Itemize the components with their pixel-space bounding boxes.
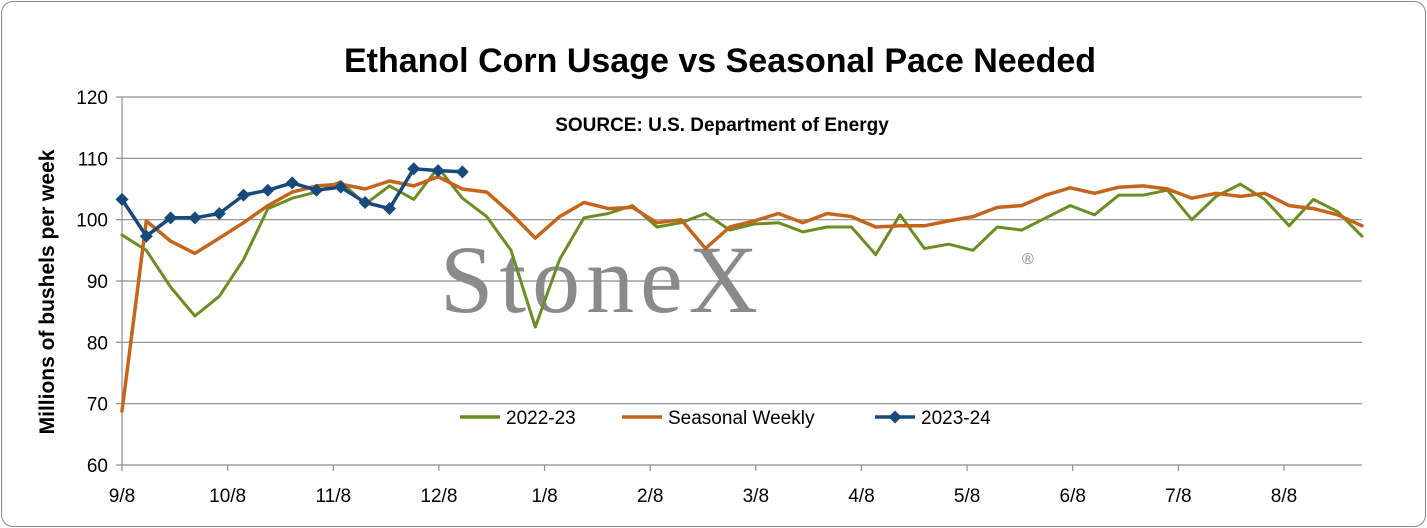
y-axis-title: Millions of bushels per week bbox=[36, 149, 59, 434]
watermark-registered-mark: ® bbox=[1022, 251, 1034, 268]
y-tick-label: 70 bbox=[87, 395, 108, 416]
data-point-2023-24 bbox=[310, 183, 324, 197]
y-tick-label: 100 bbox=[76, 211, 108, 232]
x-tick-label: 5/8 bbox=[954, 486, 980, 507]
data-point-2023-24 bbox=[455, 165, 469, 179]
data-point-2023-24 bbox=[212, 207, 226, 221]
series-layer bbox=[115, 162, 1364, 413]
legend-label-2022-23: 2022-23 bbox=[506, 408, 576, 429]
legend: 2022-23 Seasonal Weekly 2023-24 bbox=[460, 408, 991, 429]
x-tick-label: 12/8 bbox=[420, 486, 457, 507]
legend-label-seasonal-weekly: Seasonal Weekly bbox=[668, 408, 815, 429]
x-tick-label: 10/8 bbox=[209, 486, 246, 507]
y-tick-label: 110 bbox=[78, 149, 108, 170]
x-tick-label: 11/8 bbox=[315, 486, 351, 507]
data-point-2023-24 bbox=[382, 202, 396, 216]
legend-marker-2023-24 bbox=[888, 410, 902, 424]
y-tick-labels: 60 70 80 90 100 110 120 bbox=[76, 88, 108, 477]
series-line-seasonal-weekly bbox=[120, 174, 1364, 413]
data-point-2023-24 bbox=[431, 164, 445, 178]
data-point-2023-24 bbox=[261, 183, 275, 197]
data-point-2023-24 bbox=[164, 211, 178, 225]
legend-label-2023-24: 2023-24 bbox=[921, 408, 991, 429]
data-point-2023-24 bbox=[139, 229, 153, 243]
y-tick-label: 90 bbox=[87, 272, 108, 293]
chart-title: Ethanol Corn Usage vs Seasonal Pace Need… bbox=[344, 42, 1096, 80]
data-point-2023-24 bbox=[407, 162, 421, 176]
x-tick-label: 6/8 bbox=[1060, 486, 1086, 507]
y-tick-label: 120 bbox=[76, 88, 108, 109]
x-tick-label: 3/8 bbox=[743, 486, 769, 507]
x-tick-label: 4/8 bbox=[848, 486, 874, 507]
data-point-2023-24 bbox=[285, 176, 299, 190]
data-point-2023-24 bbox=[188, 211, 202, 225]
data-point-2023-24 bbox=[115, 192, 129, 206]
data-point-2023-24 bbox=[237, 188, 251, 202]
x-tick-label: 9/8 bbox=[109, 486, 135, 507]
series-line-2022-23 bbox=[120, 166, 1364, 329]
y-tick-label: 80 bbox=[87, 333, 108, 354]
x-tick-label: 8/8 bbox=[1271, 486, 1297, 507]
stonex-watermark: StoneX ® bbox=[440, 226, 1034, 333]
x-tick-label: 2/8 bbox=[637, 486, 663, 507]
x-tick-label: 1/8 bbox=[531, 486, 557, 507]
gridlines bbox=[122, 96, 1362, 405]
x-tick-labels: 9/8 10/8 11/8 12/8 1/8 2/8 3/8 4/8 5/8 6/8 7/8 8/8 bbox=[109, 486, 1297, 507]
data-point-2023-24 bbox=[334, 180, 348, 194]
x-tick-label: 7/8 bbox=[1165, 486, 1191, 507]
watermark-logo-text: StoneX bbox=[440, 226, 764, 333]
data-point-2023-24 bbox=[358, 195, 372, 209]
y-tick-label: 60 bbox=[87, 456, 108, 477]
chart-subtitle: SOURCE: U.S. Department of Energy bbox=[555, 115, 889, 136]
